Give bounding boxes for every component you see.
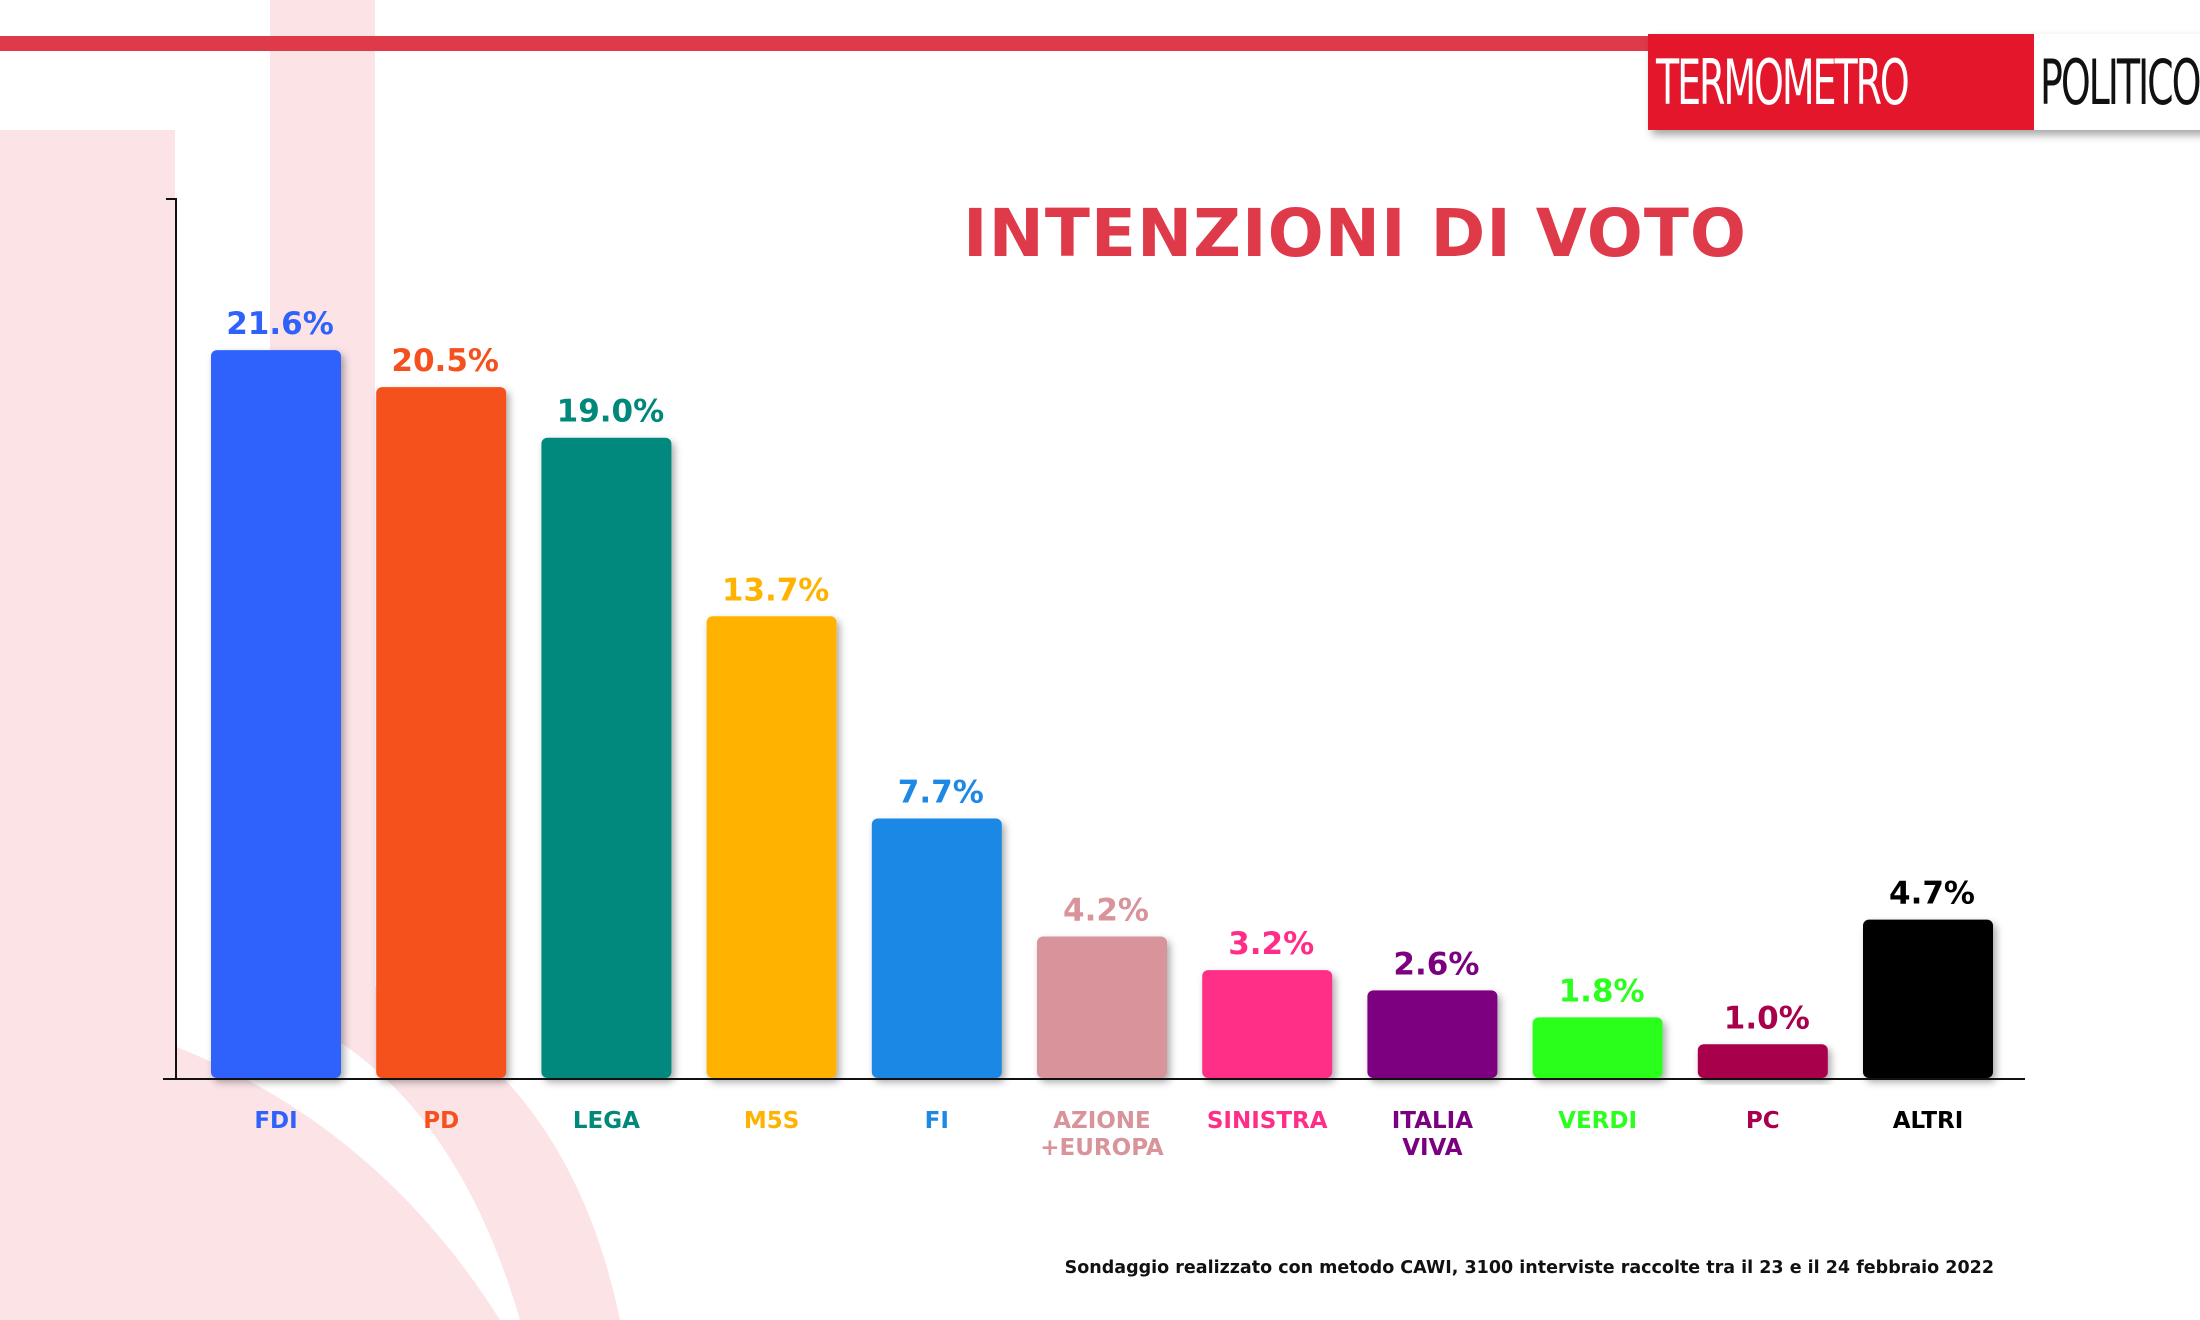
category-label-m5s: M5S — [744, 1108, 799, 1134]
footnote: Sondaggio realizzato con metodo CAWI, 31… — [1064, 1258, 1994, 1278]
bar-m5s — [706, 616, 837, 1078]
category-label-italia-viva: ITALIA VIVA — [1392, 1108, 1473, 1161]
value-label-verdi: 1.8% — [1559, 973, 1645, 1009]
logo-red-part: TERMOMETRO — [1648, 34, 2035, 130]
bar-pd — [376, 387, 507, 1078]
bar-fi — [871, 818, 1002, 1078]
value-label-fdi: 21.6% — [226, 306, 334, 342]
bar-fdi — [211, 350, 341, 1079]
category-label-altri: ALTRI — [1893, 1108, 1964, 1134]
value-label-italia-viva: 2.6% — [1393, 946, 1479, 982]
bars-group — [211, 350, 1993, 1079]
bar-pc — [1697, 1044, 1828, 1078]
bar-azione-europa — [1037, 936, 1167, 1078]
value-label-sinistra: 3.2% — [1228, 926, 1314, 962]
category-label-pd: PD — [423, 1108, 459, 1134]
bar-sinistra — [1202, 970, 1333, 1078]
category-label-pc: PC — [1746, 1108, 1780, 1134]
bar-verdi — [1532, 1017, 1663, 1078]
logo-word-1: TERMOMETRO — [1656, 45, 1910, 119]
category-labels-group: FDI PD LEGA M5S FI AZIONE +EUROPA SINISTRA ITALI… — [254, 1108, 1963, 1161]
category-label-fdi: FDI — [254, 1108, 297, 1134]
termometro-politico-logo: TERMOMETRO POLITICO — [1648, 34, 2200, 130]
value-label-azione-europa: 4.2% — [1063, 892, 1149, 928]
value-label-lega: 19.0% — [557, 394, 665, 430]
chart-title: INTENZIONI DI VOTO — [963, 195, 1747, 272]
category-label-azione-europa: AZIONE +EUROPA — [1040, 1108, 1164, 1161]
category-label-fi: FI — [925, 1108, 949, 1134]
logo-white-part: POLITICO — [2034, 34, 2200, 130]
value-label-fi: 7.7% — [898, 775, 984, 811]
value-label-m5s: 13.7% — [722, 572, 830, 608]
value-labels-group: 21.6% 20.5% 19.0% 13.7% 7.7% 4.2% 3.2% 2.6% 1.8%… — [226, 306, 1975, 1036]
value-label-pc: 1.0% — [1724, 1000, 1810, 1036]
logo-word-2: POLITICO — [2040, 45, 2200, 119]
value-label-pd: 20.5% — [391, 343, 499, 379]
category-label-verdi: VERDI — [1558, 1108, 1637, 1134]
bar-altri — [1863, 919, 1993, 1078]
bar-lega — [541, 437, 672, 1078]
bar-italia-viva — [1367, 990, 1498, 1078]
value-label-altri: 4.7% — [1889, 876, 1975, 912]
category-label-sinistra: SINISTRA — [1207, 1108, 1328, 1134]
category-label-lega: LEGA — [573, 1108, 640, 1134]
